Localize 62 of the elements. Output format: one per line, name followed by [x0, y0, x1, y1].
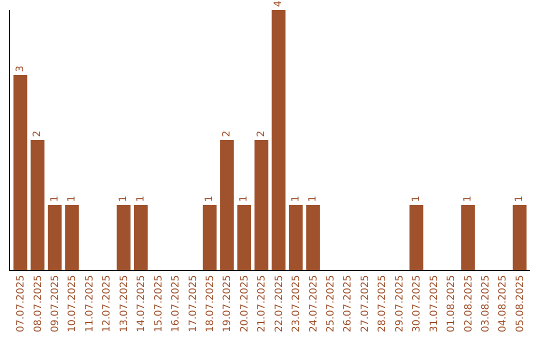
bar: [65, 205, 79, 270]
data-label: 1: [238, 196, 250, 202]
x-tick-label: 05.08.2025: [514, 275, 526, 332]
x-tick-label: 26.07.2025: [342, 275, 354, 332]
bar: [13, 75, 28, 270]
data-label: 3: [14, 66, 26, 72]
x-tick-label: 09.07.2025: [50, 275, 62, 332]
data-label: 1: [462, 196, 474, 202]
data-label: 1: [410, 196, 422, 202]
x-tick-label: 23.07.2025: [291, 275, 302, 332]
bar: [134, 205, 148, 270]
x-tick-label: 07.07.2025: [16, 275, 27, 332]
bar: [116, 205, 131, 270]
x-tick-label: 22.07.2025: [274, 275, 285, 332]
x-tick-label: 31.07.2025: [428, 275, 440, 332]
bar: [288, 205, 303, 270]
x-tick-label: 29.07.2025: [394, 275, 406, 332]
x-tick-label: 02.08.2025: [463, 275, 474, 332]
x-tick-label: 18.07.2025: [204, 275, 216, 332]
x-tick-label: 11.07.2025: [84, 275, 96, 332]
bar: [30, 140, 44, 270]
x-tick-label: 14.07.2025: [136, 275, 148, 332]
data-label: 1: [49, 196, 60, 202]
x-tick-label: 30.07.2025: [412, 275, 423, 332]
bar: [461, 205, 475, 270]
data-label: 4: [273, 0, 284, 7]
x-tick-label: 03.08.2025: [480, 275, 492, 332]
bar: [48, 205, 62, 270]
x-tick-label: 27.07.2025: [360, 275, 371, 332]
bar: [220, 140, 234, 270]
data-label: 1: [514, 196, 526, 202]
x-tick-label: 04.08.2025: [498, 275, 509, 332]
x-tick-label: 24.07.2025: [308, 275, 320, 332]
bar: [306, 205, 320, 270]
bar: [237, 205, 252, 270]
x-tick-label: 15.07.2025: [153, 275, 164, 332]
x-tick-label: 20.07.2025: [239, 275, 250, 332]
data-label: 1: [66, 196, 78, 202]
bar: [409, 205, 424, 270]
bar: [512, 205, 527, 270]
x-tick-label: 08.07.2025: [32, 275, 44, 332]
x-tick-label: 16.07.2025: [170, 275, 182, 332]
x-tick-label: 21.07.2025: [256, 275, 268, 332]
x-tick-label: 01.08.2025: [446, 275, 458, 332]
data-label: 1: [135, 196, 146, 202]
x-tick-label: 25.07.2025: [326, 275, 337, 332]
data-label: 1: [118, 196, 130, 202]
x-tick-label: 10.07.2025: [67, 275, 78, 332]
x-tick-label: 28.07.2025: [377, 275, 388, 332]
data-label: 2: [256, 130, 267, 137]
x-tick-label: 13.07.2025: [118, 275, 130, 332]
data-label: 2: [221, 130, 232, 137]
data-label: 1: [290, 196, 302, 202]
data-label: 2: [32, 130, 44, 137]
data-label: 1: [308, 196, 319, 202]
bar: [202, 205, 217, 270]
bar: [272, 10, 286, 270]
x-tick-label: 12.07.2025: [102, 275, 113, 332]
bar: [254, 140, 268, 270]
x-tick-label: 17.07.2025: [188, 275, 199, 332]
data-label: 1: [204, 196, 216, 202]
x-tick-label: 19.07.2025: [222, 275, 234, 332]
